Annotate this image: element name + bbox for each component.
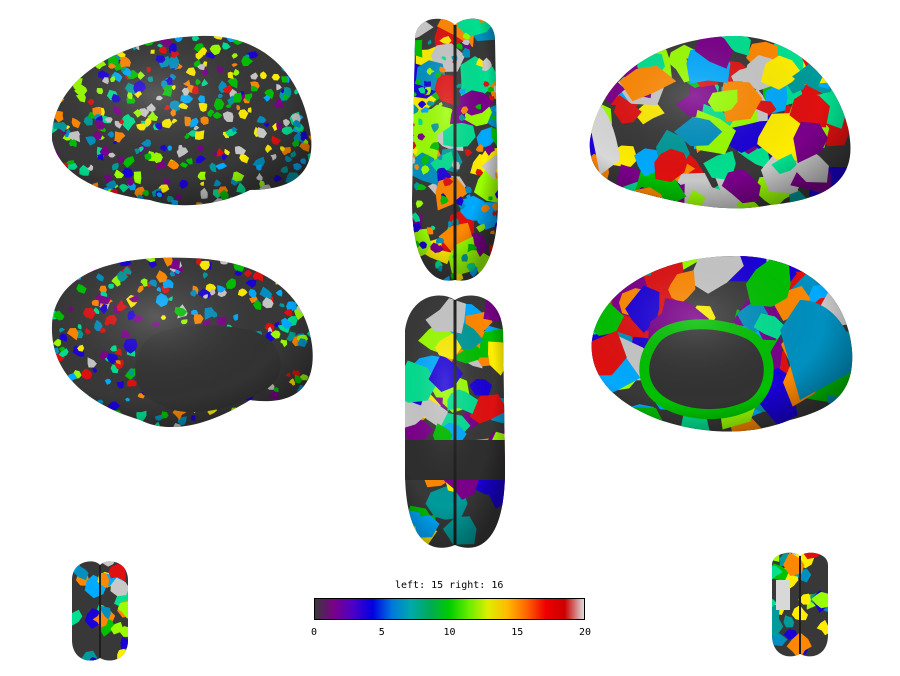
left-hemisphere-medial-view xyxy=(51,257,313,428)
colorbar-tick-label: 20 xyxy=(578,627,592,638)
colorbar-title: left: 15 right: 16 xyxy=(395,580,504,591)
right-hemisphere-lateral-view xyxy=(589,35,851,209)
right-hemisphere-medial-view xyxy=(591,255,853,432)
left-hemisphere-lateral-view xyxy=(51,35,312,206)
colorbar xyxy=(314,598,585,620)
colorbar-tick-label: 15 xyxy=(511,627,524,638)
top-view xyxy=(412,18,498,281)
colorbar-tick-label: 5 xyxy=(378,627,385,638)
small-back-view-right xyxy=(772,552,828,657)
colorbar-tick-label: 10 xyxy=(443,627,456,638)
small-front-view-left xyxy=(72,561,128,661)
bottom-view xyxy=(405,295,505,548)
colorbar-tick-label: 0 xyxy=(310,627,318,638)
